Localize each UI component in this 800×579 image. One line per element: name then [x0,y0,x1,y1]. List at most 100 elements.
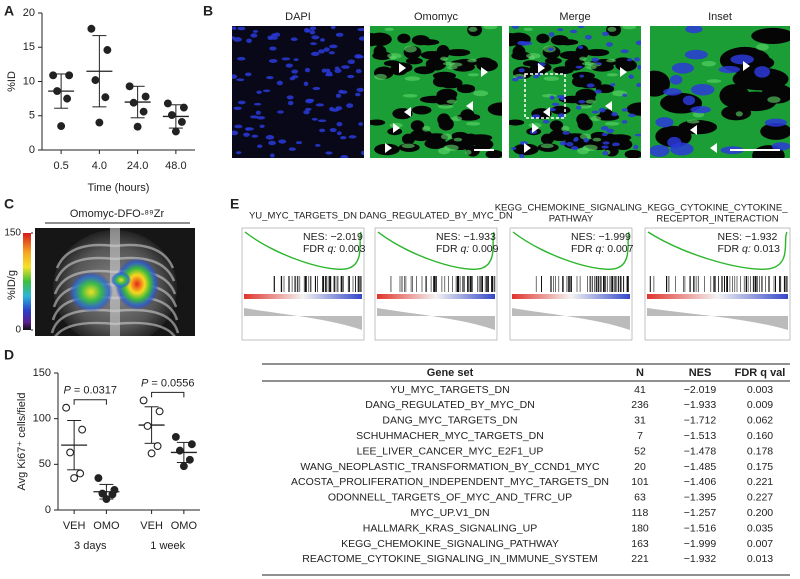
highlight [767,96,781,103]
highlight [446,65,458,70]
table-cell: 0.035 [747,522,773,534]
gene-hits [390,276,496,292]
fdr-value: FDR q: 0.013 [718,243,781,255]
nucleus [303,81,309,87]
q-label: q: [461,243,470,255]
nucleus [262,89,271,93]
highlight [607,26,617,32]
nucleus [335,32,344,37]
table-cell: −1.516 [684,522,717,534]
nucleus [519,153,525,158]
nucleus [771,142,790,151]
significance-bracket [73,399,107,405]
nucleus [244,72,252,77]
airspace [760,122,790,140]
data-point [91,76,100,85]
nucleus [236,151,242,155]
micrograph [650,26,790,158]
nucleus [243,132,250,137]
fdr-label: FDR [718,243,740,255]
data-point [185,455,194,464]
y-tick-label: 10 [23,75,35,87]
group-label: 1 week [150,540,185,552]
airspace [573,92,596,106]
ranking-bar [377,294,495,299]
table-cell: −1.933 [684,399,717,411]
data-point [153,442,162,451]
fdr-number: 0.003 [339,243,365,255]
nucleus [334,68,342,73]
uptake [69,272,113,312]
panel-letter: D [4,347,14,363]
airspace [577,117,593,131]
nucleus [670,74,683,85]
airspace [410,120,425,132]
colorbar-tick-label: 0 [15,325,21,336]
nucleus [576,105,582,110]
table-header: NES [689,367,712,379]
highlight [579,133,591,140]
table-cell: −1.485 [684,461,717,473]
airspace [405,57,423,65]
table-cell: −1.478 [684,445,717,457]
airspace [544,57,562,65]
highlight [440,133,452,140]
nucleus [548,32,555,37]
nucleus [271,33,276,38]
nucleus [336,131,342,136]
table-cell: 20 [634,461,646,473]
colorbar [23,233,31,330]
nucleus [281,57,291,61]
nucleus [620,49,629,54]
nucleus [566,141,574,147]
highlight [404,76,421,81]
colorbar-tick-label: 150 [4,228,21,239]
y-tick-label: 0 [45,504,51,516]
fdr-number: 0.009 [472,243,498,255]
nucleus [328,51,335,55]
nucleus [309,30,316,35]
nucleus [290,37,298,42]
nucleus [577,45,584,50]
p-value: P = 0.0556 [141,377,195,389]
data-point [175,446,184,455]
x-tick-label: 0.5 [53,160,68,172]
data-point [179,462,188,471]
data-point [101,93,110,102]
nucleus [557,113,565,118]
airspace [411,35,430,46]
table-header: N [636,367,644,379]
nes-value: NES: −2.019 [303,231,363,243]
arrowhead [538,63,545,73]
airspace [425,57,447,71]
ranked-metric [377,308,495,330]
table-cell: 0.227 [747,492,773,504]
nucleus [357,27,364,32]
nucleus [601,31,610,36]
data-point [94,474,103,482]
nucleus [671,62,694,74]
arrowhead [690,125,697,135]
nucleus [586,83,595,88]
x-tick-label: OMO [93,520,120,532]
nucleus [358,122,363,126]
nucleus [650,144,670,157]
nucleus [636,82,641,88]
gsea-title: YU_MYC_TARGETS_DN [249,211,357,222]
rib [114,308,180,334]
airspace [411,105,432,115]
highlight [735,111,743,117]
nucleus [340,155,349,158]
nucleus [334,66,340,70]
table-cell: 0.009 [747,399,773,411]
y-axis-label: Avg Ki67⁺ cells/field [16,393,28,491]
nes-value: NES: −1.933 [436,231,496,243]
nucleus [269,46,277,51]
table-cell: DANG_REGULATED_BY_MYC_DN [365,399,535,411]
gsea-title: PATHWAY [549,214,594,225]
highlight [389,55,397,60]
nucleus [557,28,564,32]
nucleus [277,110,284,114]
highlight [374,73,387,80]
highlight [448,62,463,67]
